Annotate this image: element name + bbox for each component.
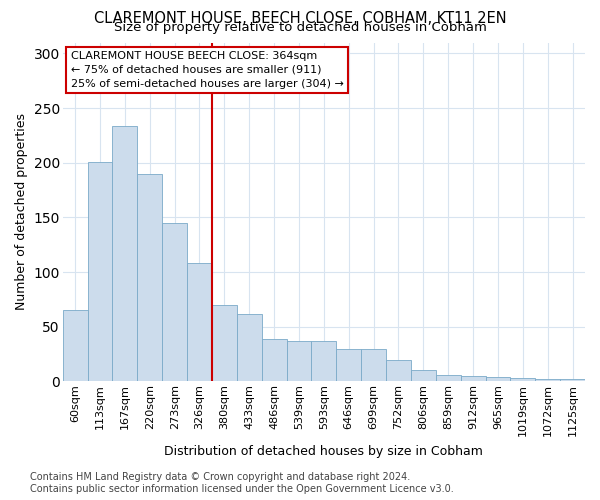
Bar — [485, 377, 511, 382]
Bar — [237, 314, 262, 382]
Bar — [361, 348, 386, 382]
Bar — [386, 360, 411, 382]
Text: CLAREMONT HOUSE, BEECH CLOSE, COBHAM, KT11 2EN: CLAREMONT HOUSE, BEECH CLOSE, COBHAM, KT… — [94, 11, 506, 26]
Bar — [287, 341, 311, 382]
Text: Size of property relative to detached houses in Cobham: Size of property relative to detached ho… — [113, 21, 487, 34]
Bar — [535, 379, 560, 382]
Bar — [112, 126, 137, 382]
Bar — [187, 264, 212, 382]
Text: Contains HM Land Registry data © Crown copyright and database right 2024.
Contai: Contains HM Land Registry data © Crown c… — [30, 472, 454, 494]
Bar — [162, 223, 187, 382]
Y-axis label: Number of detached properties: Number of detached properties — [15, 114, 28, 310]
Bar — [461, 376, 485, 382]
X-axis label: Distribution of detached houses by size in Cobham: Distribution of detached houses by size … — [164, 444, 483, 458]
Bar — [88, 162, 112, 382]
Bar — [511, 378, 535, 382]
Text: CLAREMONT HOUSE BEECH CLOSE: 364sqm
← 75% of detached houses are smaller (911)
2: CLAREMONT HOUSE BEECH CLOSE: 364sqm ← 75… — [71, 51, 343, 89]
Bar — [436, 375, 461, 382]
Bar — [262, 339, 287, 382]
Bar — [311, 341, 336, 382]
Bar — [63, 310, 88, 382]
Bar — [411, 370, 436, 382]
Bar — [137, 174, 162, 382]
Bar — [212, 305, 237, 382]
Bar — [336, 348, 361, 382]
Bar — [560, 379, 585, 382]
